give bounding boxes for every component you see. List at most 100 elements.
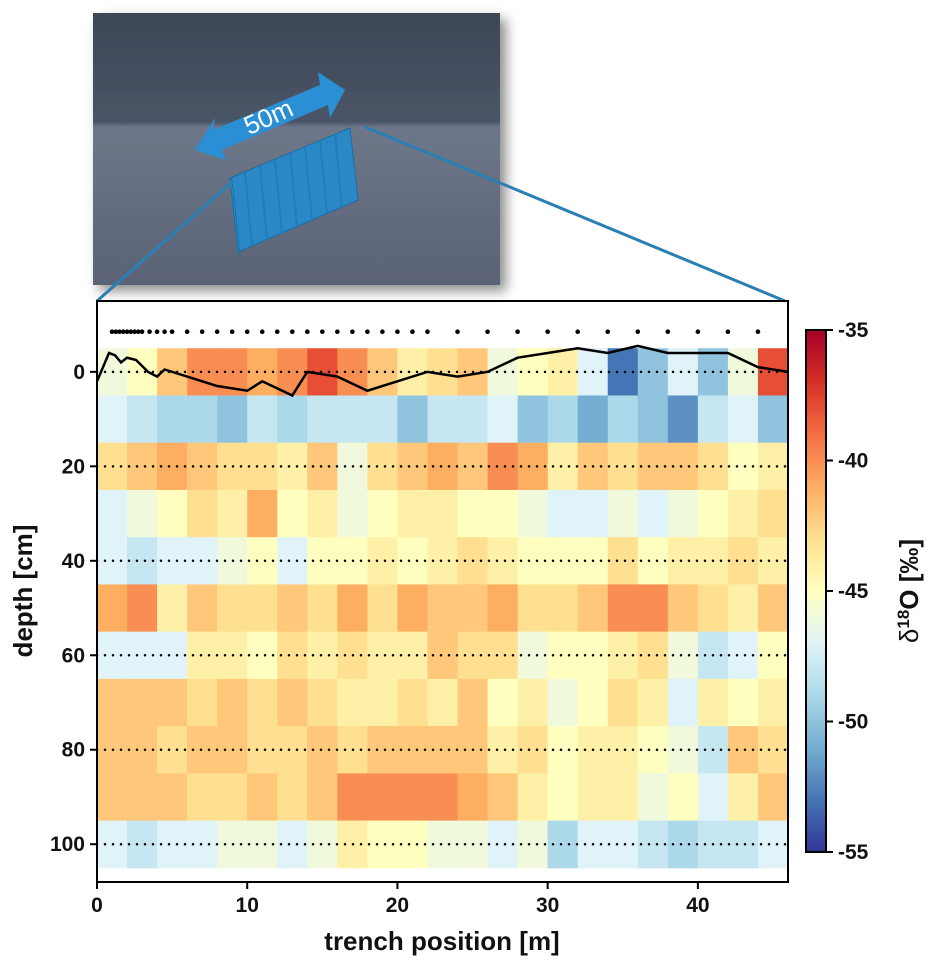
- heatmap-cell: [187, 537, 218, 585]
- heatmap-cell: [397, 773, 428, 822]
- y-tick-label: 60: [62, 644, 85, 667]
- heatmap-cell: [277, 489, 308, 538]
- profile-marker: [575, 329, 580, 335]
- profile-marker: [162, 329, 167, 335]
- heatmap-cell: [277, 726, 308, 774]
- heatmap-cell: [727, 773, 759, 822]
- profile-marker: [128, 329, 134, 335]
- heatmap-cell: [247, 584, 278, 633]
- profile-marker: [120, 329, 126, 335]
- profile-marker: [139, 329, 145, 335]
- photo: [93, 13, 500, 285]
- heatmap-cell: [637, 442, 669, 491]
- heatmap-cell: [187, 584, 218, 633]
- profile-marker: [380, 329, 385, 335]
- heatmap-cell: [637, 489, 669, 538]
- heatmap-cell: [727, 395, 759, 444]
- profile-marker: [335, 329, 340, 335]
- heatmap-cell: [397, 631, 428, 680]
- heatmap-cell: [757, 442, 788, 491]
- colorbar-label-prefix: δ: [894, 629, 924, 643]
- heatmap-cell: [727, 678, 759, 727]
- x-axis-label: trench position [m]: [324, 926, 559, 956]
- heatmap-cell: [187, 442, 218, 491]
- heatmap-cell: [697, 489, 729, 538]
- heatmap-cell: [307, 773, 338, 822]
- profile-marker: [147, 329, 152, 335]
- heatmap-cell: [157, 489, 188, 538]
- x-tick-label: 30: [536, 894, 559, 917]
- heatmap-cell: [517, 631, 549, 680]
- heatmap-cell: [247, 678, 278, 727]
- heatmap-cell: [517, 584, 549, 633]
- heatmap-cell: [607, 584, 639, 633]
- heatmap-cell: [697, 678, 729, 727]
- profile-marker: [124, 329, 130, 335]
- heatmap-cell: [127, 584, 158, 633]
- heatmap-cell: [337, 678, 368, 727]
- colorbar-tick-label: -55: [838, 841, 869, 864]
- heatmap-cell: [277, 678, 308, 727]
- profile-marker: [395, 329, 400, 335]
- cylinder-lines: [244, 133, 343, 247]
- heatmap-cell: [517, 678, 549, 727]
- heatmap-cell: [607, 395, 639, 444]
- heatmap-cell: [397, 395, 428, 444]
- profile-marker: [169, 329, 175, 335]
- profile-marker: [132, 329, 137, 335]
- profile-marker: [229, 329, 235, 335]
- heatmap-cell: [667, 395, 699, 444]
- heatmap-cell: [457, 773, 489, 822]
- heatmap-cell: [397, 537, 428, 585]
- heatmap-cell: [247, 489, 278, 538]
- profile-marker: [184, 329, 190, 335]
- x-tick-label: 40: [686, 894, 709, 917]
- profile-marker: [154, 329, 160, 335]
- arrow: [195, 72, 345, 160]
- heatmap-cell: [757, 537, 788, 585]
- heatmap-cell: [157, 773, 188, 822]
- profile-marker: [350, 329, 355, 335]
- heatmap-cell: [157, 584, 188, 633]
- heatmap-cell: [547, 395, 579, 444]
- heatmap-cell: [667, 584, 699, 633]
- heatmap-cell: [187, 395, 218, 444]
- heatmap-cell: [727, 584, 759, 633]
- heatmap-cell: [757, 773, 788, 822]
- heatmap-cell: [517, 773, 549, 822]
- heatmap-cell: [397, 820, 428, 869]
- profile-marker: [214, 329, 220, 335]
- heatmap-cell: [157, 678, 188, 727]
- heatmap-cell: [277, 348, 308, 396]
- heatmap-cell: [157, 395, 188, 444]
- heatmap-cell: [427, 584, 459, 633]
- heatmap-cell: [487, 584, 519, 633]
- heatmap-cell: [517, 395, 549, 444]
- heatmap-cell: [187, 820, 218, 869]
- colorbar: [805, 329, 827, 853]
- profile-marker: [365, 329, 370, 335]
- profile-marker: [485, 329, 490, 335]
- heatmap-cell: [367, 584, 398, 633]
- heatmap-cell: [547, 773, 579, 822]
- colorbar-tick-label: -40: [838, 450, 868, 473]
- heatmap-cell: [637, 773, 669, 822]
- y-tick-label: 40: [62, 550, 85, 573]
- heatmap-cell: [247, 395, 278, 444]
- y-tick-label: 80: [62, 739, 85, 762]
- heatmap-cell: [337, 489, 368, 538]
- profile-marker: [695, 329, 701, 335]
- heatmap-cell: [667, 773, 699, 822]
- heatmap-cell: [757, 726, 788, 774]
- heatmap-cell: [457, 584, 489, 633]
- heatmap-cell: [217, 395, 248, 444]
- zoom-line: [96, 180, 233, 303]
- heatmap-cell: [307, 489, 338, 538]
- heatmap-cell: [517, 489, 549, 538]
- heatmap-cell: [97, 773, 128, 822]
- heatmap-cell: [577, 489, 609, 538]
- heatmap-cell: [277, 537, 308, 585]
- profile-marker: [635, 329, 641, 335]
- heatmap-cell: [247, 773, 278, 822]
